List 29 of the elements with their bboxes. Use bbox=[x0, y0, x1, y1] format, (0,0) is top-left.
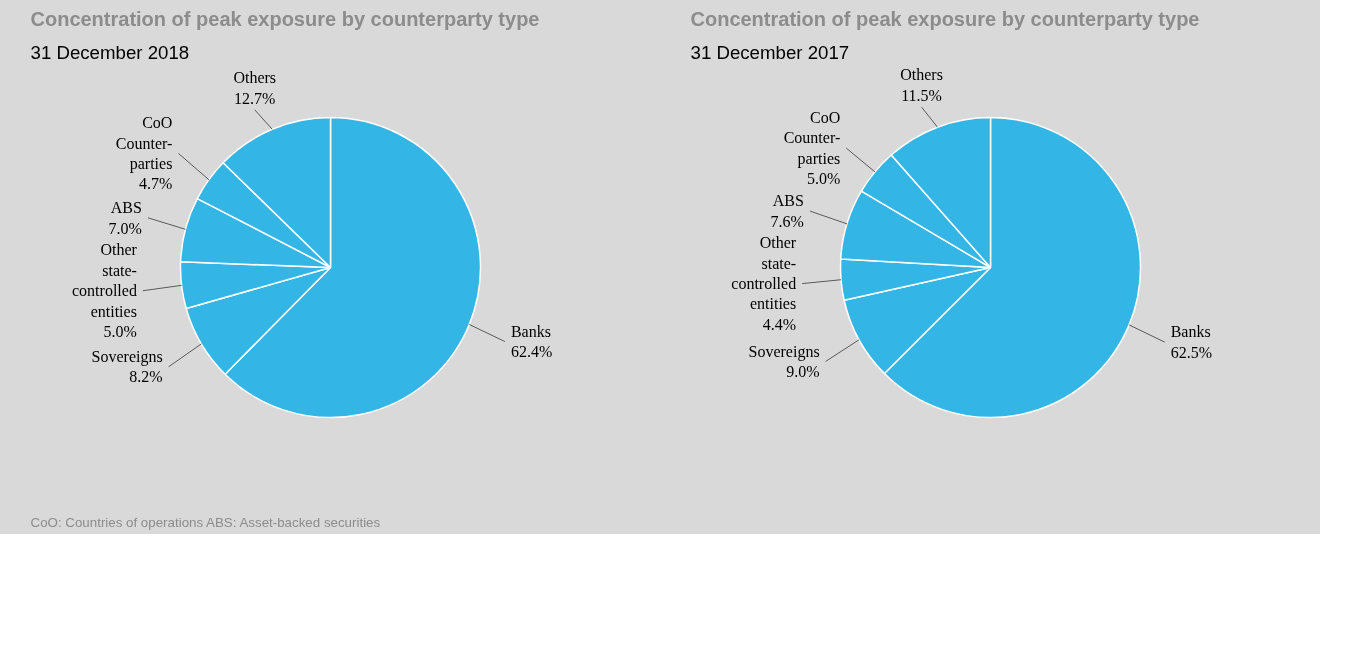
data-label: 5.0% bbox=[806, 170, 841, 188]
slice-label: CoO Counter- parties bbox=[115, 114, 173, 174]
chart-subtitle: 31 December 2017 bbox=[690, 41, 850, 63]
data-label: 12.7% bbox=[234, 89, 276, 107]
slice-label: Other state- controlled entities bbox=[731, 234, 797, 313]
slice-label: Others bbox=[900, 66, 943, 84]
chart-subtitle: 31 December 2018 bbox=[30, 41, 190, 63]
chart-title: Concentration of peak exposure by counterparty type bbox=[30, 7, 540, 30]
data-label: 5.0% bbox=[103, 323, 137, 341]
data-label: 62.4% bbox=[510, 343, 553, 361]
data-label: 4.7% bbox=[139, 175, 173, 193]
data-label: 7.6% bbox=[770, 212, 804, 230]
chart-title: Concentration of peak exposure by counterparty type bbox=[690, 7, 1200, 30]
slice-label: ABS bbox=[110, 199, 142, 217]
slice-label: ABS bbox=[772, 192, 804, 210]
slice-label: Banks bbox=[1170, 323, 1211, 341]
slice-label: CoO Counter- parties bbox=[783, 108, 841, 168]
data-label: 7.0% bbox=[108, 219, 142, 237]
data-label: 8.2% bbox=[129, 368, 163, 386]
slice-label: Other state- controlled entities bbox=[72, 241, 138, 320]
slice-label: Sovereigns bbox=[91, 348, 163, 367]
text: CoO: Countries of operations ABS: Asset-backed securities bbox=[30, 514, 381, 530]
data-label: 11.5% bbox=[901, 86, 942, 104]
slice-label: Others bbox=[233, 69, 277, 87]
data-label: 4.4% bbox=[762, 315, 797, 333]
data-label: 9.0% bbox=[786, 363, 820, 381]
slice-label: Sovereigns bbox=[748, 342, 820, 361]
data-label: 62.5% bbox=[1170, 343, 1212, 361]
slice-label: Banks bbox=[510, 322, 551, 340]
